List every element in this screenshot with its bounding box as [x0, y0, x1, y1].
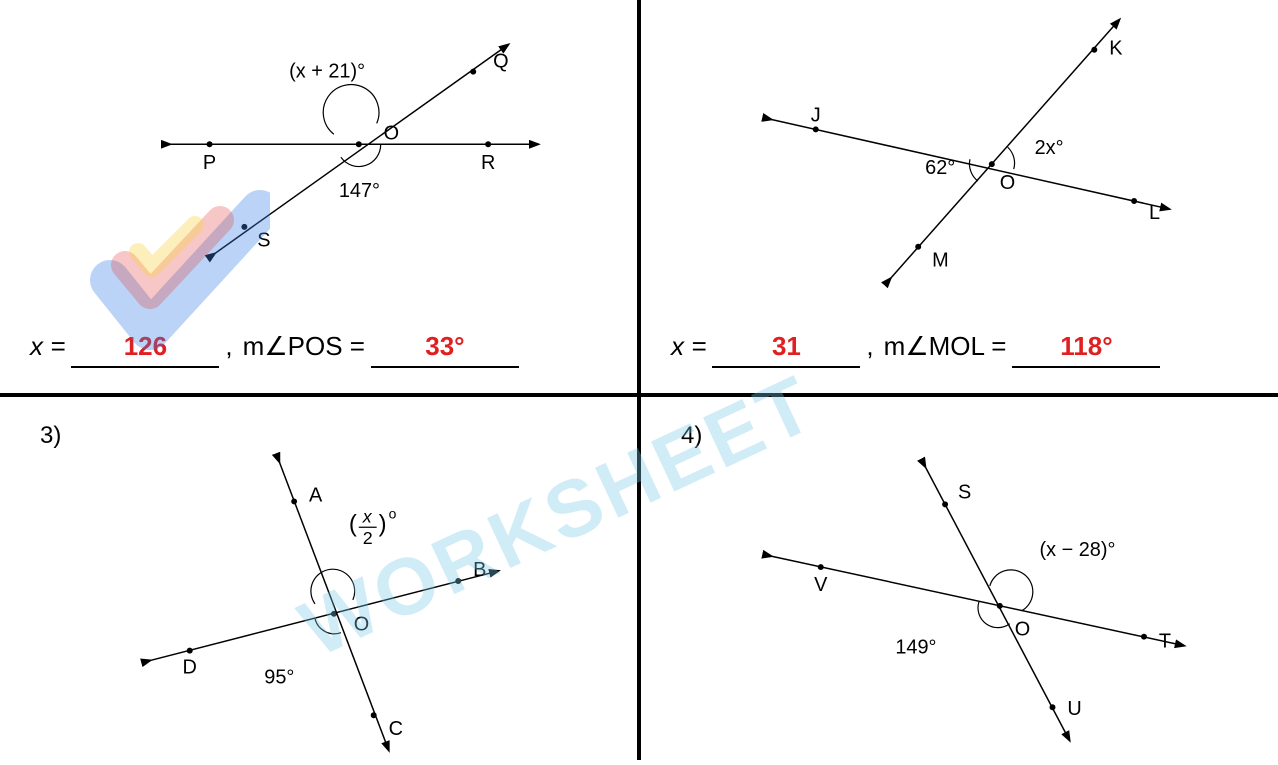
label-U: U: [1067, 698, 1081, 720]
svg-text:): ): [379, 510, 387, 537]
given-2: 62°: [925, 157, 955, 179]
given-1: 147°: [339, 180, 380, 202]
label-C: C: [389, 718, 403, 740]
expr-3-group: ( x 2 ) o: [349, 505, 397, 548]
problem-1-cell: P R Q S O (x + 21)° 147° x = 126 , m∠POS…: [0, 0, 639, 395]
label-A: A: [309, 484, 323, 506]
answer-x-2: 31: [712, 331, 860, 368]
label-D: D: [183, 656, 197, 678]
label-S: S: [257, 230, 270, 252]
answer-angle-2: 118°: [1012, 331, 1160, 368]
expr-1: (x + 21)°: [289, 61, 365, 83]
label-V: V: [814, 574, 828, 596]
problem-3-diagram: D B A C O ( x 2 ) o 95°: [0, 397, 637, 760]
worksheet-grid: P R Q S O (x + 21)° 147° x = 126 , m∠POS…: [0, 0, 1278, 760]
label-O4: O: [1015, 619, 1030, 641]
answer-x-1: 126: [71, 331, 219, 368]
label-J: J: [811, 104, 821, 126]
x-eq-label-2: x =: [671, 331, 706, 362]
answer-row-1: x = 126 , m∠POS = 33°: [30, 331, 607, 368]
label-S4: S: [958, 481, 971, 503]
label-R: R: [481, 152, 495, 174]
expr-4: (x − 28)°: [1040, 539, 1116, 561]
angle-name-2: m∠MOL =: [884, 331, 1007, 362]
problem-2-cell: J L K M O 62° 2x° x = 31 , m∠MOL = 118°: [639, 0, 1278, 395]
label-K: K: [1109, 38, 1123, 60]
label-L: L: [1149, 202, 1160, 224]
label-M: M: [932, 250, 949, 272]
given-3: 95°: [264, 666, 294, 688]
problem-4-cell: 4) V T: [639, 395, 1278, 760]
problem-3-cell: 3) D B: [0, 395, 639, 760]
label-P: P: [203, 152, 216, 174]
label-Q: Q: [493, 51, 508, 73]
x-eq-label: x =: [30, 331, 65, 362]
label-O3: O: [354, 614, 369, 636]
svg-text:o: o: [389, 505, 397, 521]
given-4: 149°: [895, 637, 936, 659]
comma-2: ,: [866, 331, 873, 362]
svg-text:2: 2: [363, 528, 373, 548]
label-O: O: [384, 122, 399, 144]
angle-name-1: m∠POS =: [243, 331, 365, 362]
comma: ,: [225, 331, 232, 362]
label-T: T: [1159, 631, 1171, 653]
svg-text:x: x: [362, 506, 373, 526]
answer-row-2: x = 31 , m∠MOL = 118°: [671, 331, 1248, 368]
problem-4-diagram: V T S U O (x − 28)° 149°: [641, 397, 1278, 760]
label-B: B: [473, 559, 486, 581]
answer-angle-1: 33°: [371, 331, 519, 368]
expr-2: 2x°: [1035, 137, 1064, 159]
svg-text:(: (: [349, 510, 357, 537]
label-O2: O: [1000, 172, 1015, 194]
